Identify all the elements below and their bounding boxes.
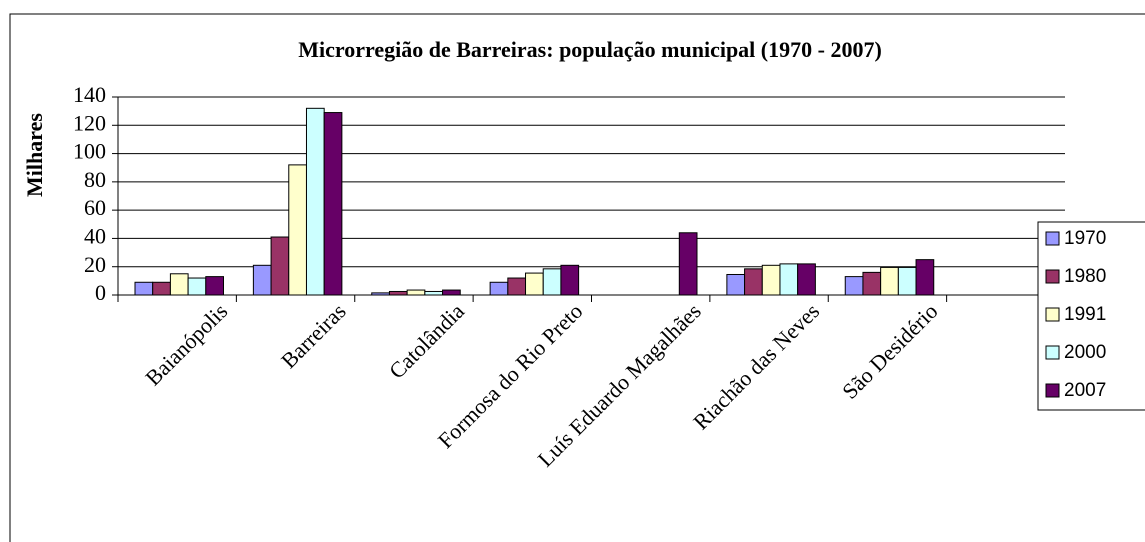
legend-swatch [1045,307,1060,322]
bar [744,268,763,296]
bar [797,263,816,296]
y-tick-label: 120 [73,110,106,135]
y-tick-label: 140 [73,82,106,107]
bar [761,264,781,296]
bar [542,268,562,296]
bar [424,290,444,296]
bar [270,236,290,296]
bar [678,232,698,296]
legend-swatch [1045,345,1060,360]
bar [525,272,544,296]
bar [844,276,864,296]
y-tick-label: 20 [84,252,106,277]
bar [779,263,799,296]
bar [388,290,408,296]
legend-label: 1980 [1064,266,1106,287]
bar [442,289,461,296]
y-tick-label: 40 [84,223,106,248]
bar [152,281,171,296]
y-tick-label: 100 [73,139,106,164]
bar [323,112,343,296]
legend-label: 1991 [1064,304,1106,325]
bar [288,164,307,296]
bar [187,277,207,296]
y-axis-label: Milhares [22,113,47,197]
bar [134,281,154,296]
y-tick-label: 80 [84,167,106,192]
legend-label: 1970 [1064,228,1106,249]
bar [897,266,917,296]
y-tick-label: 60 [84,195,106,220]
legend-swatch [1045,383,1060,398]
bar [305,107,325,296]
bar [169,273,189,296]
y-tick-label: 0 [95,280,106,305]
legend-swatch [1045,231,1060,246]
bar [880,266,899,296]
legend-label: 2007 [1064,380,1106,401]
bar [406,289,426,296]
bar [915,259,935,296]
legend-swatch [1045,269,1060,284]
bar [489,281,509,296]
bar [252,264,272,296]
bar [560,264,580,296]
bar [507,277,527,296]
bar [205,276,225,296]
bar [726,273,746,296]
legend-label: 2000 [1064,342,1106,363]
chart-title: Microrregião de Barreiras: população mun… [298,37,882,62]
bar [862,271,882,296]
